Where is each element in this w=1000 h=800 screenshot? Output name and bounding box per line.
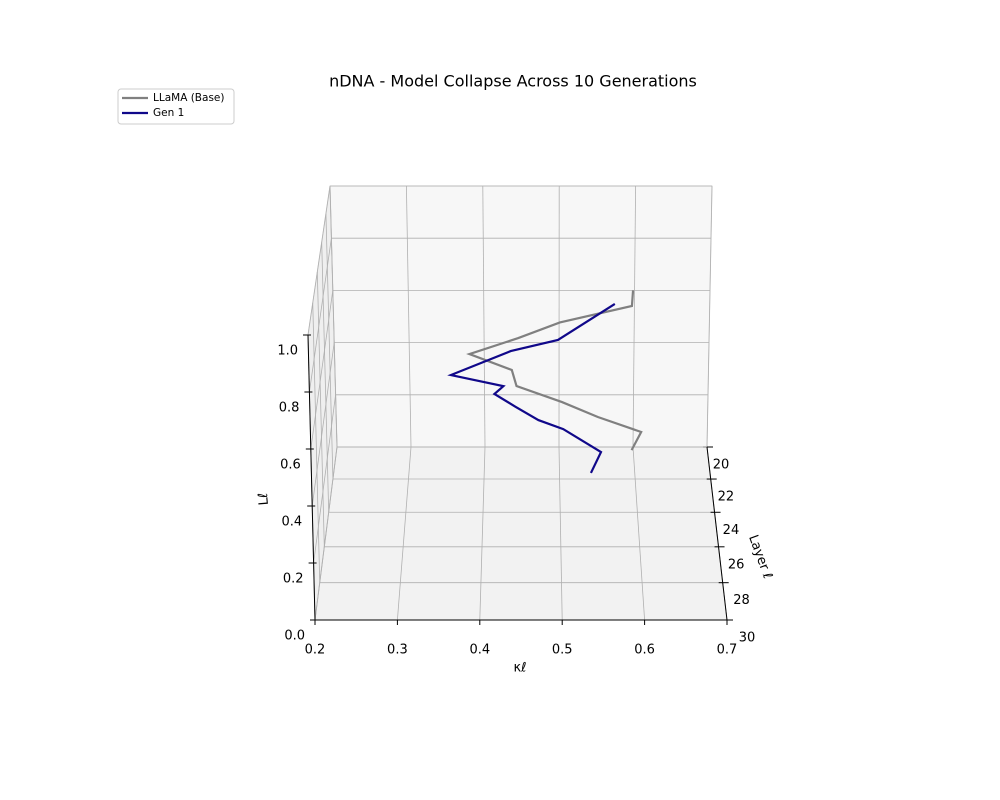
z-tick-label: 0.4 [282, 515, 303, 530]
grid-line [558, 446, 563, 621]
grid-line [325, 213, 334, 480]
grid-line [316, 271, 325, 547]
legend: LLaMA (Base) Gen 1 [117, 88, 235, 125]
z-tick-label: 1.0 [277, 344, 298, 359]
floor-pane [314, 446, 728, 621]
grid-line [632, 185, 636, 448]
z-tick-label: 0.8 [279, 401, 300, 416]
x-tick-label: 0.5 [552, 643, 573, 658]
grid-line [406, 185, 412, 448]
x-tick-label: 0.4 [469, 643, 490, 658]
data-line [466, 290, 643, 451]
grid-line [312, 302, 321, 583]
axis-line [706, 446, 728, 621]
x-tick-label: 0.3 [387, 643, 408, 658]
grid-line [309, 238, 332, 393]
z-tick-label: 0.6 [280, 458, 301, 473]
grid-line [632, 446, 645, 621]
y-tick-label: 20 [713, 458, 730, 473]
legend-label: LLaMA (Base) [153, 92, 224, 104]
x-tick-label: 0.6 [634, 643, 655, 658]
y-tick-label: 26 [728, 557, 745, 572]
grid-line [321, 242, 330, 513]
grid-line [310, 290, 334, 450]
grid-line [479, 446, 486, 621]
z-tick-label: 0.2 [283, 572, 304, 587]
grid-line [397, 446, 412, 621]
grid-line [313, 394, 336, 564]
y-tick-label: 24 [723, 523, 740, 538]
y-tick-label: 28 [733, 593, 750, 608]
z-tick-label: 0.0 [284, 629, 305, 644]
y-tick-label: 30 [739, 631, 756, 646]
grid-line [329, 185, 338, 448]
back-pane [329, 185, 713, 448]
grid-line [482, 185, 486, 448]
axis-line [307, 334, 316, 621]
chart-title: nDNA - Model Collapse Across 10 Generati… [329, 72, 697, 91]
grid-line [311, 342, 335, 507]
y-tick-label: 22 [718, 490, 735, 505]
data-line [447, 303, 616, 474]
z-axis-label: Lℓ [256, 492, 272, 506]
legend-label: Gen 1 [153, 107, 184, 119]
x-axis-label: κℓ [513, 661, 526, 676]
x-tick-label: 0.7 [717, 643, 738, 658]
grid-line [706, 185, 713, 448]
grid-line [314, 446, 338, 621]
x-tick-label: 0.2 [305, 643, 326, 658]
grid-line [307, 185, 331, 336]
